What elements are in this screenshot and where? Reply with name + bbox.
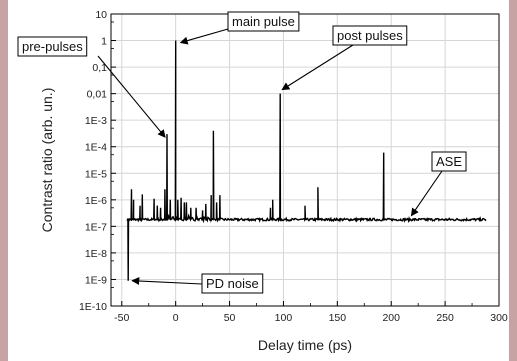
y-tick-label: 1E-5 bbox=[85, 168, 107, 180]
annotation-label: pre-pulses bbox=[22, 39, 83, 54]
y-tick-label: 0,1 bbox=[92, 62, 107, 74]
annotation-label: post pulses bbox=[337, 28, 403, 43]
annotation-arrow bbox=[179, 28, 229, 45]
x-tick-label: 200 bbox=[382, 312, 400, 324]
annotation-label: ASE bbox=[436, 154, 462, 169]
plot-area-border bbox=[110, 13, 500, 307]
annotation-arrow bbox=[97, 55, 166, 138]
annotation-box bbox=[332, 25, 408, 46]
y-ticks: 1E-10 1E-9 1E-8 1E-7 1E-6 1E-5 1E-4 1E-3 0,01 0,1… bbox=[79, 9, 116, 313]
annotation-label: main pulse bbox=[232, 14, 295, 29]
annotation-post-pulses: post pulses bbox=[281, 25, 408, 91]
series-line bbox=[126, 40, 487, 281]
x-axis-label: Delay time (ps) bbox=[258, 337, 352, 353]
x-tick-label: 150 bbox=[329, 312, 347, 324]
annotation-ASE: ASE bbox=[410, 151, 467, 217]
x-tick-label: 50 bbox=[224, 312, 236, 324]
y-tick-label: 1E-7 bbox=[85, 221, 107, 233]
y-tick-label: 1 bbox=[101, 36, 107, 48]
x-tick-label: 250 bbox=[436, 312, 454, 324]
x-tick-label: 300 bbox=[490, 312, 508, 324]
y-tick-label: 1E-9 bbox=[85, 274, 107, 286]
contrast-chart: -50 0 50 100 150 200 250 300 1E-101E-91E-81E-71… bbox=[17, 9, 508, 353]
x-tick-label: 0 bbox=[173, 312, 179, 324]
y-tick-label: 1E-10 bbox=[79, 301, 107, 313]
y-tick-label: 10 bbox=[95, 9, 107, 21]
annotation-box bbox=[431, 151, 467, 172]
y-tick-label: 1E-3 bbox=[85, 115, 107, 127]
annotation-label: PD noise bbox=[206, 276, 259, 291]
annotation-arrow bbox=[410, 170, 443, 217]
chart-frame: -50 0 50 100 150 200 250 300 1E-10 1E-9 1E-8 1E-7 1… bbox=[8, 0, 509, 361]
x-tick-label: -50 bbox=[114, 312, 129, 324]
annotation-arrow bbox=[281, 44, 354, 91]
y-tick-label: 1E-6 bbox=[85, 195, 107, 207]
annotation-pre-pulses: pre-pulses bbox=[17, 36, 166, 138]
annotation-main-pulse: main pulse bbox=[179, 11, 300, 45]
y-axis-label: Contrast ratio (arb. un.) bbox=[39, 88, 55, 233]
y-tick-label: 1E-4 bbox=[85, 142, 107, 154]
y-tick-label: 0,01 bbox=[87, 89, 108, 101]
x-tick-label: 100 bbox=[275, 312, 293, 324]
annotation-arrow bbox=[131, 277, 203, 285]
annotation-box bbox=[17, 36, 88, 57]
annotations: main pulse pre-pulses post pulses ASE PD noi… bbox=[17, 11, 467, 294]
annotation-box bbox=[227, 11, 300, 32]
x-ticks: -50 0 50 100 150 200 250 300 bbox=[114, 301, 508, 324]
annotation-PD-noise: PD noise bbox=[131, 273, 264, 294]
y-tick-label: 1E-8 bbox=[85, 248, 107, 260]
